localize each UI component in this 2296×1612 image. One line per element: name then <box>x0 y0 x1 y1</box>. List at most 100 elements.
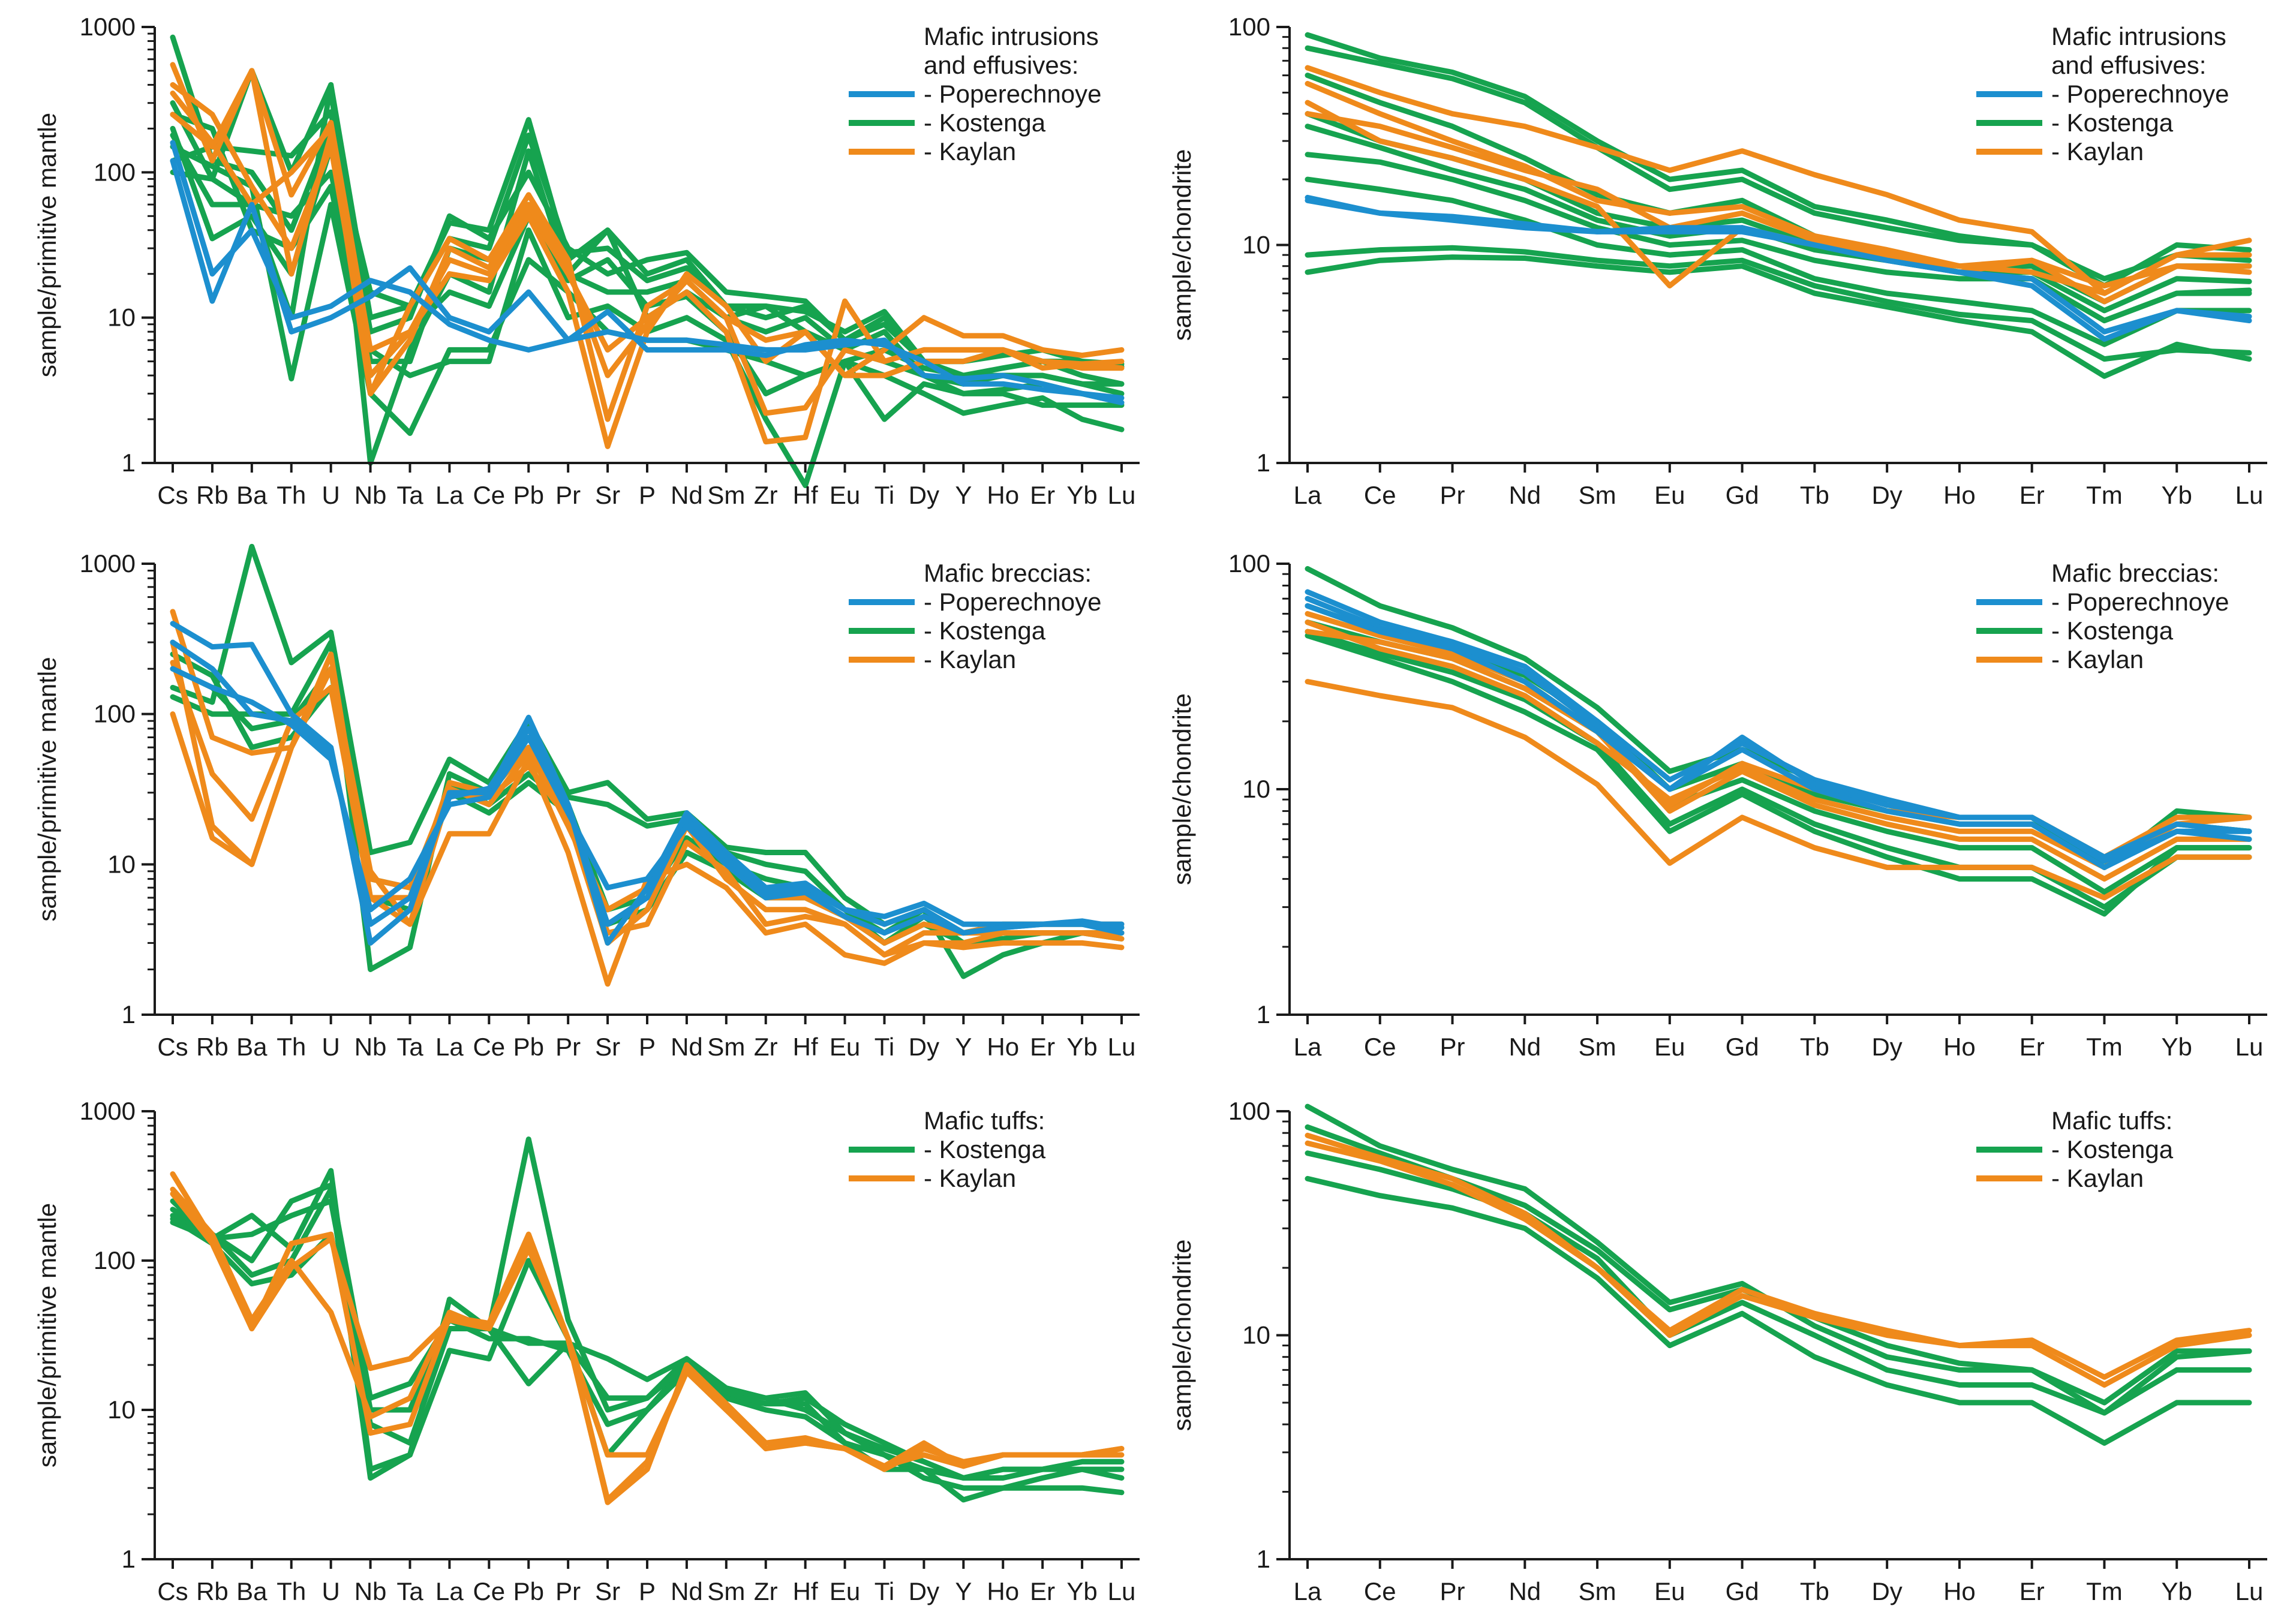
x-tick-label-sm: Sm <box>1579 1577 1616 1605</box>
y-tick-label: 10 <box>107 303 136 332</box>
y-axis-label: sample/chondrite <box>1168 149 1196 341</box>
x-tick-label-ti: Ti <box>874 1577 894 1605</box>
x-tick-label-y: Y <box>955 481 972 509</box>
series-line-kaylan <box>170 639 1125 958</box>
series-line-kaylan <box>1305 111 2252 305</box>
series-line-poperechnoye <box>1305 603 2252 870</box>
x-tick-label-gd: Gd <box>1726 1033 1759 1061</box>
x-tick-label-rb: Rb <box>196 1033 229 1061</box>
series-line-kaylan <box>1305 679 2252 901</box>
series-line-kaylan <box>170 91 1125 416</box>
x-tick-label-zr: Zr <box>754 1033 778 1061</box>
x-tick-label-lu: Lu <box>1108 1033 1136 1061</box>
legend-entry-kaylan: - Kaylan <box>2051 1164 2144 1192</box>
legend-entry-kostenga: - Kostenga <box>924 109 1046 137</box>
x-tick-label-ti: Ti <box>874 481 894 509</box>
legend-entry-kostenga: - Kostenga <box>2051 1135 2174 1163</box>
y-tick-label: 10 <box>107 1396 136 1424</box>
series-line-kaylan <box>170 1191 1125 1469</box>
series-line-kostenga <box>170 543 1125 979</box>
x-tick-label-ce: Ce <box>1364 1577 1396 1605</box>
x-tick-label-nd: Nd <box>671 1033 703 1061</box>
x-tick-label-hf: Hf <box>793 481 818 509</box>
x-tick-label-pr: Pr <box>1440 481 1465 509</box>
x-tick-label-la: La <box>435 481 464 509</box>
series-line-kaylan <box>170 1186 1125 1503</box>
chart-ch-breccias: 1 10 100 sample/chondrite La Ce Pr Nd Sm Eu Gd Tb Dy… <box>1168 549 2267 1061</box>
x-tick-label-la: La <box>1294 481 1322 509</box>
x-tick-label-la: La <box>1294 1033 1322 1061</box>
series-line-poperechnoye <box>170 666 1125 936</box>
y-tick-label: 10 <box>107 850 136 878</box>
legend-title: and effusives: <box>2051 51 2206 79</box>
x-tick-label-dy: Dy <box>1871 1033 1902 1061</box>
y-tick-label: 100 <box>1228 549 1270 578</box>
legend-entry-kostenga: - Kostenga <box>924 1135 1046 1163</box>
x-tick-label-ho: Ho <box>987 1033 1019 1061</box>
x-tick-label-cs: Cs <box>157 1577 188 1605</box>
x-tick-label-rb: Rb <box>196 1577 229 1605</box>
x-tick-label-tb: Tb <box>1800 481 1829 509</box>
x-tick-label-nb: Nb <box>354 1577 387 1605</box>
x-tick-label-tb: Tb <box>1800 1577 1829 1605</box>
x-tick-label-sm: Sm <box>707 1577 745 1605</box>
series-line-kostenga <box>170 1198 1125 1481</box>
y-axis-label: sample/chondrite <box>1168 1240 1196 1431</box>
series-line-kaylan <box>1305 1132 2252 1380</box>
series-line-kostenga <box>1305 628 2252 910</box>
chart-pm-tuffs: 1 10 100 1000 sample/primitive mantle Cs Rb Ba T… <box>33 1097 1140 1605</box>
y-axis-label: sample/primitive mantle <box>33 657 61 921</box>
x-tick-label-tm: Tm <box>2086 1577 2123 1605</box>
x-tick-label-dy: Dy <box>1871 1577 1902 1605</box>
x-tick-label-ho: Ho <box>987 1577 1019 1605</box>
chart-ch-intrusions: 1 10 100 sample/chondrite La Ce Pr Nd Sm Eu Gd Tb Dy… <box>1168 13 2267 509</box>
legend-title: Mafic tuffs: <box>924 1106 1045 1135</box>
x-tick-label-la: La <box>435 1033 464 1061</box>
x-tick-label-sr: Sr <box>595 1577 620 1605</box>
x-tick-label-yb: Yb <box>1066 1577 1097 1605</box>
x-tick-label-yb: Yb <box>2162 1577 2192 1605</box>
legend-entry-kostenga: - Kostenga <box>924 616 1046 645</box>
x-tick-label-ce: Ce <box>473 1033 505 1061</box>
series-line-poperechnoye <box>1305 596 2252 864</box>
series-line-poperechnoye <box>1305 197 2252 342</box>
x-tick-label-eu: Eu <box>1654 1033 1685 1061</box>
x-tick-label-yb: Yb <box>1066 1033 1097 1061</box>
x-tick-label-sm: Sm <box>707 481 745 509</box>
x-tick-label-tm: Tm <box>2086 481 2123 509</box>
y-tick-label: 1000 <box>80 1097 136 1125</box>
series-line-kostenga <box>1305 176 2252 347</box>
x-tick-label-tm: Tm <box>2086 1033 2123 1061</box>
legend: Mafic tuffs:- Kostenga- Kaylan <box>1976 1106 2174 1192</box>
x-tick-label-th: Th <box>277 1577 306 1605</box>
x-tick-label-yb: Yb <box>1066 481 1097 509</box>
x-tick-label-ho: Ho <box>1943 1577 1976 1605</box>
x-tick-label-er: Er <box>2019 481 2045 509</box>
x-tick-label-th: Th <box>277 1033 306 1061</box>
x-tick-label-yb: Yb <box>2162 1033 2192 1061</box>
x-tick-label-pr: Pr <box>555 1577 581 1605</box>
x-tick-label-p: P <box>639 481 656 509</box>
series-line-poperechnoye <box>170 621 1125 946</box>
legend-entry-poperechnoye: - Poperechnoye <box>924 80 1102 108</box>
y-tick-label: 100 <box>1228 13 1270 41</box>
y-tick-label: 100 <box>94 158 136 186</box>
x-tick-label-eu: Eu <box>1654 481 1685 509</box>
x-tick-label-nd: Nd <box>1508 1033 1541 1061</box>
x-tick-label-nd: Nd <box>1508 481 1541 509</box>
y-tick-label: 100 <box>94 1246 136 1274</box>
x-tick-label-ce: Ce <box>473 1577 505 1605</box>
x-tick-label-tb: Tb <box>1800 1033 1829 1061</box>
chart-ch-tuffs: 1 10 100 sample/chondrite La Ce Pr Nd Sm Eu Gd Tb Dy… <box>1168 1097 2267 1605</box>
x-tick-label-dy: Dy <box>1871 481 1902 509</box>
x-tick-label-y: Y <box>955 1033 972 1061</box>
x-tick-label-pb: Pb <box>513 481 544 509</box>
x-tick-label-pb: Pb <box>513 1033 544 1061</box>
x-tick-label-pr: Pr <box>555 1033 581 1061</box>
x-tick-label-la: La <box>1294 1577 1322 1605</box>
x-tick-label-er: Er <box>2019 1577 2045 1605</box>
x-tick-label-sm: Sm <box>1579 481 1616 509</box>
